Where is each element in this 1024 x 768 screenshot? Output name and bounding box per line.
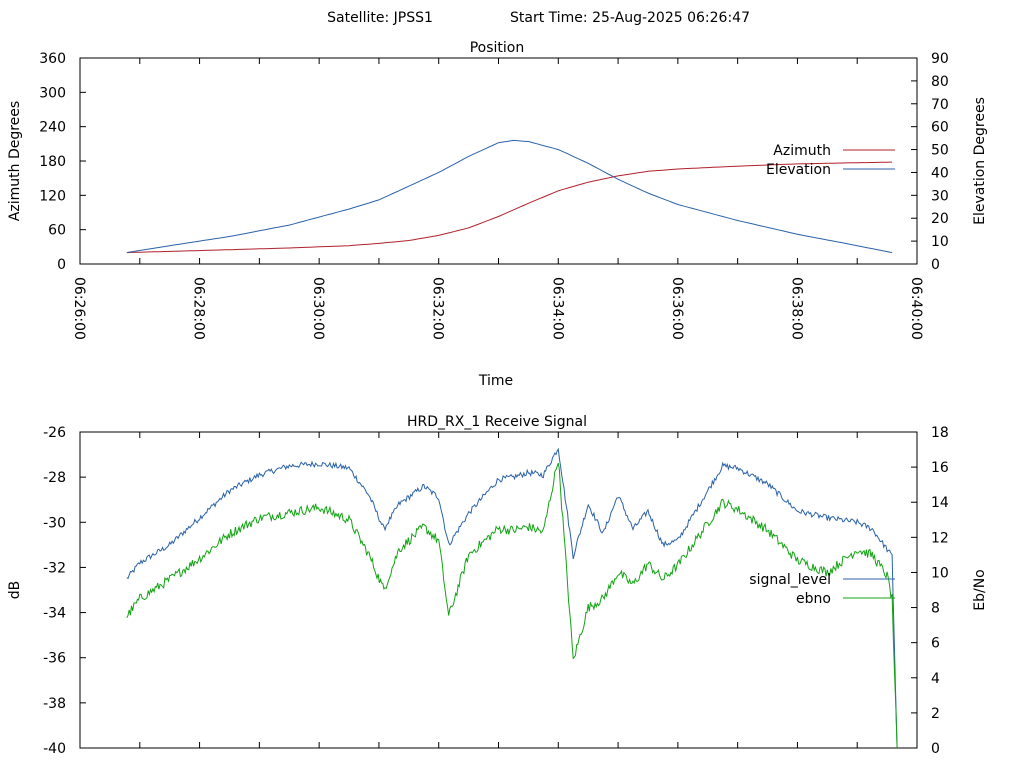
position-y-axis-label: Azimuth Degrees: [7, 101, 23, 221]
x-tick-label: 06:38:00: [788, 277, 804, 340]
y-tick-label: 120: [39, 188, 66, 204]
y-tick-label: 60: [48, 223, 66, 239]
y-tick-label: -36: [43, 651, 66, 667]
y-tick-label: 180: [39, 154, 66, 170]
y-tick-label: -26: [43, 425, 66, 441]
y2-tick-label: 10: [931, 234, 949, 250]
y2-tick-label: 6: [931, 636, 940, 652]
position-ticks: 06:26:00 06:28:00 06:30:00 06:32:00 06:34:00…: [39, 51, 949, 340]
y2-tick-label: 40: [931, 165, 949, 181]
y2-tick-label: 14: [931, 495, 949, 511]
y2-tick-label: 0: [931, 257, 940, 273]
position-chart: Position 06:26:00 06:28:00 06:30:00 06:32:0…: [7, 40, 988, 389]
position-lines: [126, 139, 893, 254]
y2-tick-label: 8: [931, 601, 940, 617]
y2-tick-label: 60: [931, 120, 949, 136]
y2-tick-label: 50: [931, 143, 949, 159]
y2-tick-label: 12: [931, 530, 949, 546]
y-tick-label: 360: [39, 51, 66, 67]
y2-tick-label: 16: [931, 460, 949, 476]
signal-y2-axis-label: Eb/No: [972, 569, 988, 611]
start-time-label: Start Time: 25-Aug-2025 06:26:47: [510, 10, 750, 26]
signal-chart: HRD_RX_1 Receive Signal -26-28-30-32-34-…: [7, 414, 988, 757]
y-tick-label: -38: [43, 696, 66, 712]
y2-tick-label: 90: [931, 51, 949, 67]
x-tick-label: 06:28:00: [191, 277, 207, 340]
y-tick-label: -32: [43, 560, 66, 576]
x-tick-label: 06:30:00: [310, 277, 326, 340]
x-tick-label: 06:40:00: [908, 277, 924, 340]
signal-y-axis-label: dB: [7, 581, 23, 600]
y2-tick-label: 10: [931, 565, 949, 581]
y2-tick-label: 80: [931, 74, 949, 90]
y2-tick-label: 18: [931, 425, 949, 441]
y-tick-label: -28: [43, 470, 66, 486]
series-line-signal-level: [126, 447, 898, 749]
legend-label: Azimuth: [773, 143, 831, 159]
y-tick-label: -34: [43, 606, 66, 622]
satellite-label: Satellite: JPSS1: [327, 10, 433, 26]
y-tick-label: 240: [39, 120, 66, 136]
series-line-ebno: [126, 462, 898, 749]
x-tick-label: 06:32:00: [430, 277, 446, 340]
y-tick-label: 0: [57, 257, 66, 273]
signal-lines: [126, 447, 898, 749]
y2-tick-label: 70: [931, 97, 949, 113]
y2-tick-label: 20: [931, 211, 949, 227]
series-line-elevation: [126, 139, 893, 254]
position-x-axis-label: Time: [478, 373, 513, 389]
x-tick-label: 06:26:00: [71, 277, 87, 340]
x-tick-label: 06:34:00: [549, 277, 565, 340]
position-y2-axis-label: Elevation Degrees: [972, 97, 988, 225]
position-chart-title: Position: [470, 40, 525, 56]
signal-chart-title: HRD_RX_1 Receive Signal: [407, 414, 587, 430]
y2-tick-label: 4: [931, 671, 940, 687]
series-line-azimuth: [126, 161, 893, 254]
y2-tick-label: 0: [931, 741, 940, 757]
position-legend: Azimuth Elevation: [766, 143, 895, 178]
y-tick-label: 300: [39, 85, 66, 101]
y-tick-label: -40: [43, 741, 66, 757]
y2-tick-label: 30: [931, 188, 949, 204]
legend-label: signal_level: [749, 572, 831, 588]
x-tick-label: 06:36:00: [669, 277, 685, 340]
legend-label: Elevation: [766, 162, 831, 178]
y-tick-label: -30: [43, 515, 66, 531]
legend-label: ebno: [796, 591, 831, 607]
signal-ticks: -26 -28 -30 -32 -34 -36 -38 -40 0 2 4 6 8 10 12 14 16 18: [43, 425, 949, 757]
y2-tick-label: 2: [931, 706, 940, 722]
